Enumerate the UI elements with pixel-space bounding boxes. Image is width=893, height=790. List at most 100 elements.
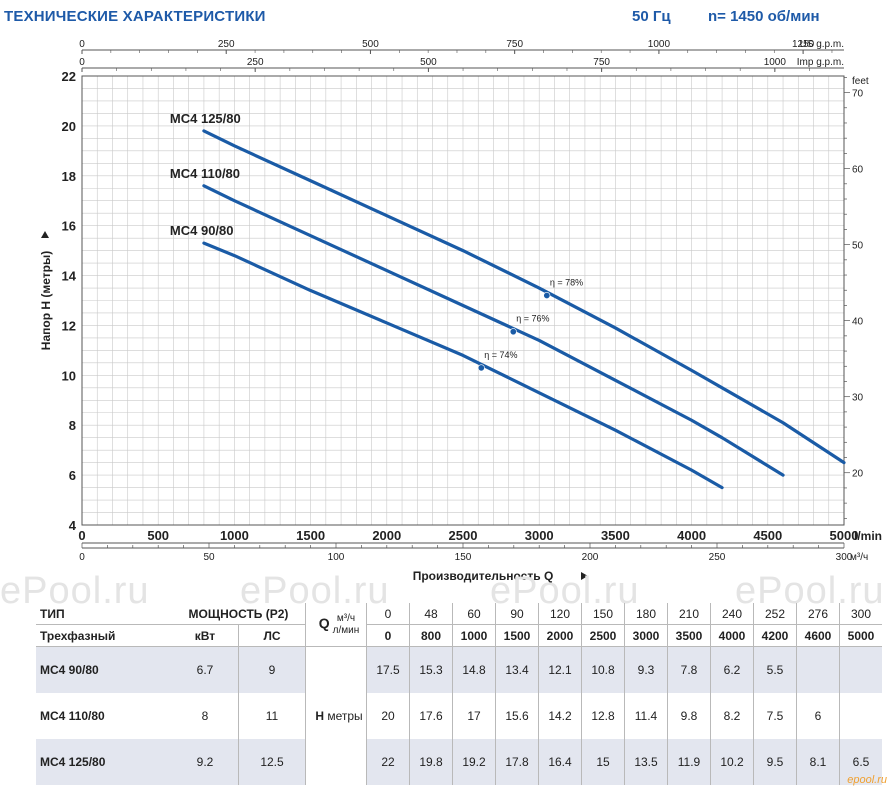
value-cell: 800 <box>409 624 453 647</box>
value-cell: 120 <box>538 603 582 625</box>
y-tick-label: 22 <box>62 69 76 84</box>
kw-cell: 6.7 <box>196 663 214 677</box>
feet-tick-label: 30 <box>852 393 864 404</box>
efficiency-label: η = 76% <box>516 314 549 324</box>
value-cell: 6 <box>796 693 840 739</box>
x-tick-label: 2000 <box>372 528 401 543</box>
y-tick-label: 12 <box>62 318 76 333</box>
efficiency-label: η = 78% <box>550 278 583 288</box>
value-cell: 10.2 <box>710 739 754 785</box>
us-gpm-label: US g.p.m. <box>800 39 844 50</box>
y-tick-label: 4 <box>69 518 77 533</box>
feet-tick-label: 60 <box>852 165 864 176</box>
model-cell: MC4 125/80 <box>40 755 106 769</box>
series-line <box>202 129 846 465</box>
table-row: MC4 90/80 6.7 9 H метры <box>36 646 372 785</box>
feet-label: feet <box>852 76 869 87</box>
value-cell: 14.2 <box>538 693 582 739</box>
m3h-label: м³/ч <box>850 552 868 563</box>
value-cell <box>796 646 840 693</box>
flow-head-table: 0 48 60 90 120 150 180 210 240 252 276 300 0 800 1000 1… <box>366 603 882 785</box>
efficiency-point <box>477 364 485 372</box>
spec-table: ТИП МОЩНОСТЬ (P2) Q м³/ч л/мин Трехфазный… <box>36 603 372 785</box>
type-header: ТИП <box>36 603 172 625</box>
value-cell: 13.4 <box>495 646 539 693</box>
value-cell: 3500 <box>667 624 711 647</box>
feet-tick-label: 50 <box>852 241 864 252</box>
x-tick-label: 500 <box>147 528 169 543</box>
x-tick-label: 4000 <box>677 528 706 543</box>
m3h-tick-label: 0 <box>79 552 85 563</box>
value-cell: 2500 <box>581 624 625 647</box>
y-tick-label: 18 <box>62 169 76 184</box>
value-cell: 4200 <box>753 624 797 647</box>
frequency-label: 50 Гц <box>632 8 671 25</box>
value-cell: 8.2 <box>710 693 754 739</box>
m3h-tick-label: 300 <box>836 552 853 563</box>
value-cell: 9.5 <box>753 739 797 785</box>
value-cell: 150 <box>581 603 625 625</box>
kw-cell: 8 <box>201 709 209 723</box>
kw-header: кВт <box>194 628 216 643</box>
feet-tick-label: 40 <box>852 317 864 328</box>
x-axis-arrow-icon <box>581 572 588 580</box>
imp-gpm-tick-label: 1000 <box>764 57 787 68</box>
value-cell: 12.1 <box>538 646 582 693</box>
value-cell: 252 <box>753 603 797 625</box>
us-gpm-tick-label: 0 <box>79 39 85 50</box>
value-cell: 17.8 <box>495 739 539 785</box>
efficiency-point <box>509 328 517 336</box>
value-cell <box>839 693 882 739</box>
value-cell: 1500 <box>495 624 539 647</box>
m3h-tick-label: 200 <box>582 552 599 563</box>
value-cell: 4600 <box>796 624 840 647</box>
q-header: Q м³/ч л/мин <box>305 603 372 647</box>
x-tick-label: 4500 <box>753 528 782 543</box>
value-cell: 14.8 <box>452 646 496 693</box>
table-row: 17.5 15.3 14.8 13.4 12.1 10.8 9.3 7.8 6.2 5.5 <box>366 646 882 693</box>
value-cell: 180 <box>624 603 668 625</box>
x-tick-label: 3500 <box>601 528 630 543</box>
imp-gpm-tick-label: 750 <box>593 57 610 68</box>
efficiency-label: η = 74% <box>484 350 517 360</box>
value-cell: 6.5 <box>839 739 882 785</box>
value-cell: 12.8 <box>581 693 625 739</box>
imp-gpm-tick-label: 0 <box>79 57 85 68</box>
value-cell: 4000 <box>710 624 754 647</box>
y-tick-label: 10 <box>62 368 76 383</box>
m3h-tick-label: 150 <box>455 552 472 563</box>
value-cell: 7.8 <box>667 646 711 693</box>
value-cell: 60 <box>452 603 496 625</box>
value-cell: 19.2 <box>452 739 496 785</box>
x-unit-label: l/min <box>854 529 882 543</box>
x-tick-label: 5000 <box>830 528 859 543</box>
y-axis-label: Напор H (метры) <box>39 251 53 350</box>
y-tick-label: 16 <box>62 219 76 234</box>
phase-header: Трехфазный <box>40 628 116 643</box>
value-cell: 17.5 <box>366 646 410 693</box>
m3h-tick-label: 50 <box>203 552 215 563</box>
corner-logo: epool.ru <box>847 774 887 786</box>
value-cell: 15 <box>581 739 625 785</box>
imp-gpm-tick-label: 250 <box>247 57 264 68</box>
value-cell: 9.3 <box>624 646 668 693</box>
value-cell: 48 <box>409 603 453 625</box>
series-line <box>202 241 724 490</box>
hp-header: ЛС <box>238 624 306 647</box>
series-label: MC4 125/80 <box>170 111 241 126</box>
h-unit-cell: H метры <box>305 646 372 785</box>
us-gpm-tick-label: 750 <box>506 39 523 50</box>
value-cell: 210 <box>667 603 711 625</box>
value-cell: 13.5 <box>624 739 668 785</box>
feet-tick-label: 70 <box>852 89 864 100</box>
y-tick-label: 8 <box>69 418 76 433</box>
y-tick-label: 6 <box>69 468 76 483</box>
x-tick-label: 1500 <box>296 528 325 543</box>
value-cell: 90 <box>495 603 539 625</box>
value-cell: 6.2 <box>710 646 754 693</box>
value-cell: 17.6 <box>409 693 453 739</box>
value-cell: 15.6 <box>495 693 539 739</box>
value-cell: 10.8 <box>581 646 625 693</box>
table-row: 22 19.8 19.2 17.8 16.4 15 13.5 11.9 10.2 9.5 8.1 6.… <box>366 739 882 785</box>
us-gpm-tick-label: 1000 <box>648 39 671 50</box>
